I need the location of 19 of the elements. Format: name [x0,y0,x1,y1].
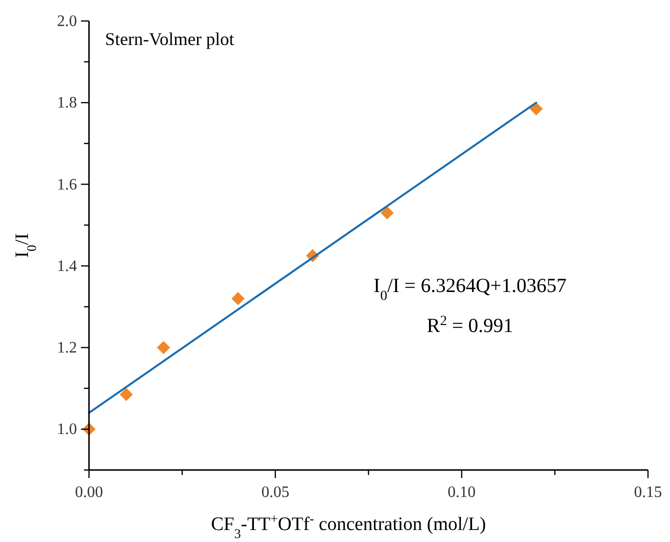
point [120,388,133,402]
annotation: R$^{2}$ = 0.991 [426,314,514,337]
x-tick-label: 0.15 [634,484,662,501]
y-tick-label: 1.0 [57,421,77,438]
y-tick-label: 2.0 [57,13,77,30]
point [530,102,543,116]
x-axis-title: CF$_{3}$-TT$^{+}$OTf$^{-}$ concentration (mol/L) [210,510,486,540]
y-tick-label: 1.4 [57,258,77,275]
y-tick-label: 1.6 [57,176,77,194]
annotation: I$_{0}$/I = 6.3264Q+1.03657 [374,275,566,304]
x-tick-label: 0.05 [261,484,290,501]
x-tick-label: 0.10 [448,484,476,501]
x-tick-label: 0.00 [75,484,103,501]
point [156,340,170,354]
y-tick-label: 1.8 [57,94,77,112]
point [232,292,245,306]
chart-title: Stern-Volmer plot [105,29,234,49]
y-tick-label: 1.2 [57,340,77,357]
point [380,206,394,220]
